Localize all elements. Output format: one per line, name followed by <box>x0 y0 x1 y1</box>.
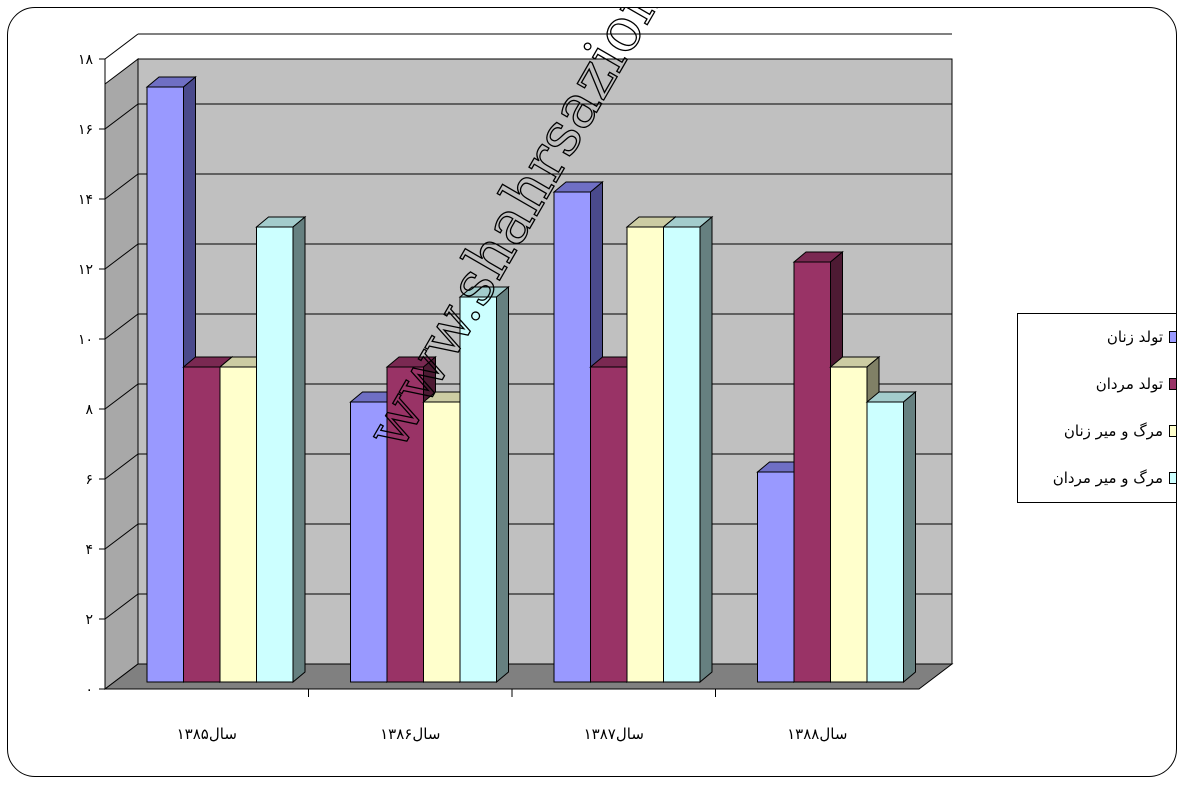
bar <box>626 226 664 683</box>
legend-swatch <box>1169 331 1176 343</box>
legend-item: مرگ و میر مردان <box>1052 467 1176 489</box>
gridline-side <box>104 243 139 270</box>
gridline-side <box>104 173 139 200</box>
bar <box>386 366 424 683</box>
y-tick-label: ۲ <box>85 612 93 628</box>
legend-label: مرگ و میر مردان <box>1052 469 1163 487</box>
bar <box>256 226 294 683</box>
bar <box>219 366 257 683</box>
legend-item: تولد زنان <box>1106 326 1176 348</box>
gridline-side <box>104 313 139 340</box>
bar-side <box>496 285 509 684</box>
bar <box>590 366 628 683</box>
bar-side <box>903 390 916 684</box>
y-tick-label: ۱۴ <box>78 192 93 208</box>
gridline-side <box>104 523 139 550</box>
legend-label: تولد زنان <box>1106 328 1163 346</box>
y-tick-label: ۱۸ <box>78 52 94 68</box>
x-tick-label: سال۱۳۸۵ <box>177 725 237 743</box>
bar <box>757 471 795 683</box>
y-tick-label: ۱۶ <box>78 122 93 138</box>
bar <box>553 191 591 683</box>
legend-swatch <box>1169 425 1176 437</box>
legend-swatch <box>1169 472 1176 484</box>
y-tick-label: ۴ <box>85 542 93 558</box>
y-tick-label: ۱۲ <box>78 262 93 278</box>
x-tick-label: سال۱۳۸۸ <box>787 725 847 743</box>
chart-frame: ۰ ۲ ۴ ۶ ۸ ۱۰ ۱۲ ۱۴ ۱۶ ۱۸ سال۱۳۸۵ سال۱۳۸۶ سال۱۳۸۷ سال۱… <box>7 7 1177 777</box>
bar-chart: ۰ ۲ ۴ ۶ ۸ ۱۰ ۱۲ ۱۴ ۱۶ ۱۸ سال۱۳۸۵ سال۱۳۸۶ سال۱۳۸۷ سال۱… <box>78 33 954 743</box>
y-tick-label: ۸ <box>85 402 93 418</box>
bar <box>793 261 831 683</box>
legend-item: مرگ و میر زنان <box>1063 420 1176 442</box>
gridline-side <box>104 103 139 130</box>
legend-item: تولد مردان <box>1095 373 1176 395</box>
legend: تولد زنان تولد مردان مرگ و میر زنان مرگ و م… <box>1017 313 1176 503</box>
bar <box>830 366 868 683</box>
bar <box>146 86 184 683</box>
chart-side-wall <box>104 57 139 691</box>
gridline-side <box>104 453 139 480</box>
legend-label: مرگ و میر زنان <box>1063 422 1163 440</box>
bar-side <box>699 215 713 684</box>
bar <box>866 401 904 683</box>
x-tick-label: سال۱۳۸۶ <box>380 725 440 743</box>
gridline-side <box>104 33 139 60</box>
gridline-side <box>104 383 139 410</box>
y-tick-label: ۶ <box>85 472 93 488</box>
legend-label: تولد مردان <box>1095 375 1163 393</box>
bar <box>350 401 388 683</box>
gridline-side <box>104 593 139 620</box>
bar <box>423 401 461 683</box>
legend-swatch <box>1169 378 1176 390</box>
y-tick-label: ۰ <box>85 682 93 698</box>
y-tick-label: ۱۰ <box>78 332 93 348</box>
bar <box>459 296 497 683</box>
bar <box>183 366 221 683</box>
bar-side <box>292 215 306 684</box>
x-tick-label: سال۱۳۸۷ <box>584 725 644 743</box>
bar <box>663 226 701 683</box>
